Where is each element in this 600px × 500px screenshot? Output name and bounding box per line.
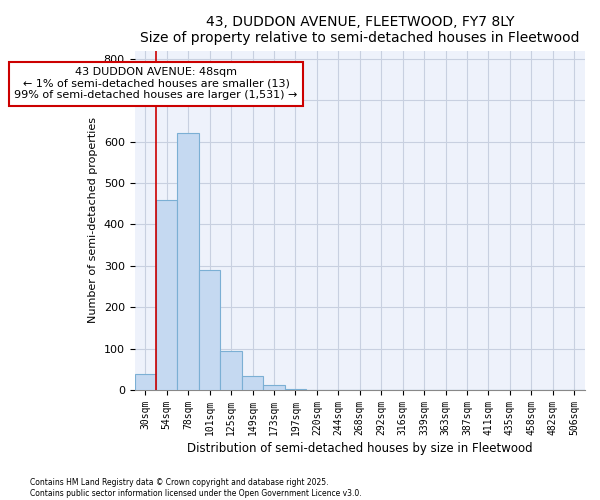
Title: 43, DUDDON AVENUE, FLEETWOOD, FY7 8LY
Size of property relative to semi-detached: 43, DUDDON AVENUE, FLEETWOOD, FY7 8LY Si…	[140, 15, 580, 45]
Bar	[199, 270, 220, 390]
X-axis label: Distribution of semi-detached houses by size in Fleetwood: Distribution of semi-detached houses by …	[187, 442, 533, 455]
Bar	[220, 350, 242, 390]
Text: 43 DUDDON AVENUE: 48sqm
← 1% of semi-detached houses are smaller (13)
99% of sem: 43 DUDDON AVENUE: 48sqm ← 1% of semi-det…	[14, 67, 298, 100]
Bar	[263, 384, 284, 390]
Y-axis label: Number of semi-detached properties: Number of semi-detached properties	[88, 118, 98, 324]
Bar	[134, 374, 156, 390]
Bar	[156, 200, 178, 390]
Bar	[242, 376, 263, 390]
Bar	[178, 134, 199, 390]
Text: Contains HM Land Registry data © Crown copyright and database right 2025.
Contai: Contains HM Land Registry data © Crown c…	[30, 478, 362, 498]
